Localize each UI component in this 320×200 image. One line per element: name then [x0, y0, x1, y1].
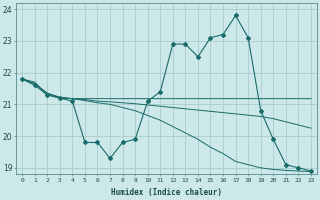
X-axis label: Humidex (Indice chaleur): Humidex (Indice chaleur) [111, 188, 222, 197]
